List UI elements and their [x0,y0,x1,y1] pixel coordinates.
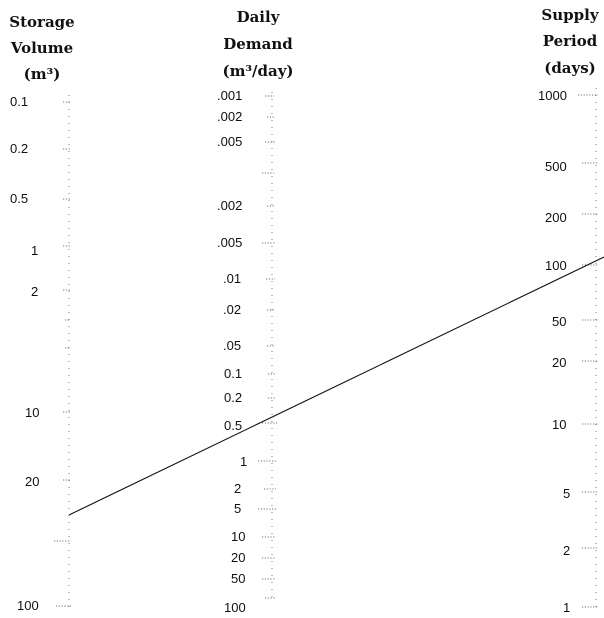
demand-label-1: 1 [240,454,247,469]
supply-title-line-2: Period [543,32,598,50]
demand-label-20: 20 [231,550,245,565]
daily-demand-scale: .001 .002 .005 .002 .005 .01 .02 .05 0.1… [217,88,277,615]
demand-label-01: .01 [223,271,241,286]
storage-label-10: 10 [25,405,39,420]
supply-label-2: 2 [563,543,570,558]
storage-title-line-3: (m³) [24,65,61,83]
demand-label-005-second-decade: .005 [217,235,242,250]
demand-label-005: .005 [217,134,242,149]
demand-title-line-1: Daily [237,8,281,26]
supply-label-1000: 1000 [538,88,567,103]
supply-label-1: 1 [563,600,570,615]
demand-label-2: 2 [234,481,241,496]
demand-label-0-2: 0.2 [224,390,242,405]
storage-label-0-2: 0.2 [10,141,28,156]
storage-label-2: 2 [31,284,38,299]
storage-title-line-1: Storage [9,13,74,31]
supply-label-100: 100 [545,258,567,273]
storage-label-1: 1 [31,243,38,258]
demand-label-10: 10 [231,529,245,544]
demand-label-50: 50 [231,571,245,586]
storage-title-line-2: Volume [10,39,73,57]
demand-title-line-2: Demand [223,35,293,53]
storage-label-100: 100 [17,598,39,613]
supply-title-line-1: Supply [541,6,599,24]
supply-label-10: 10 [552,417,566,432]
supply-period-scale: 1000 500 200 100 50 20 10 5 2 1 [538,88,598,615]
demand-label-100: 100 [224,600,246,615]
demand-label-002-second-decade: .002 [217,198,242,213]
demand-label-05: .05 [223,338,241,353]
storage-volume-scale: 0.1 0.2 0.5 1 2 10 20 100 [10,94,71,613]
supply-label-20: 20 [552,355,566,370]
demand-label-0-1: 0.1 [224,366,242,381]
supply-label-5: 5 [563,486,570,501]
supply-period-header: Supply Period (days) [541,6,599,77]
demand-label-002: .002 [217,109,242,124]
daily-demand-header: Daily Demand (m³/day) [222,8,293,80]
storage-label-20: 20 [25,474,39,489]
storage-volume-header: Storage Volume (m³) [9,13,74,83]
supply-label-500: 500 [545,159,567,174]
supply-label-50: 50 [552,314,566,329]
supply-title-line-3: (days) [544,59,596,77]
demand-label-5: 5 [234,501,241,516]
storage-label-0-5: 0.5 [10,191,28,206]
demand-label-02: .02 [223,302,241,317]
storage-label-0-1: 0.1 [10,94,28,109]
demand-title-line-3: (m³/day) [222,62,293,80]
demand-label-001: .001 [217,88,242,103]
supply-label-200: 200 [545,210,567,225]
demand-label-0-5: 0.5 [224,418,242,433]
isopleth-line [68,256,604,516]
